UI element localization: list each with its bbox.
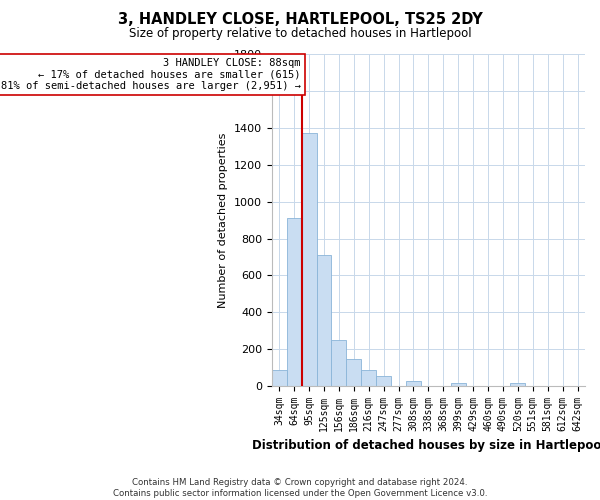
Bar [317,255,331,386]
Bar [346,360,361,386]
Text: Size of property relative to detached houses in Hartlepool: Size of property relative to detached ho… [128,28,472,40]
Text: 3, HANDLEY CLOSE, HARTLEPOOL, TS25 2DY: 3, HANDLEY CLOSE, HARTLEPOOL, TS25 2DY [118,12,482,28]
Bar [451,382,466,386]
Bar [287,218,302,386]
Bar [406,380,421,386]
Bar [376,376,391,386]
Bar [511,384,526,386]
Bar [361,370,376,386]
Bar [331,340,346,386]
Text: Contains HM Land Registry data © Crown copyright and database right 2024.
Contai: Contains HM Land Registry data © Crown c… [113,478,487,498]
X-axis label: Distribution of detached houses by size in Hartlepool: Distribution of detached houses by size … [252,440,600,452]
Bar [272,370,287,386]
Text: 3 HANDLEY CLOSE: 88sqm
← 17% of detached houses are smaller (615)
81% of semi-de: 3 HANDLEY CLOSE: 88sqm ← 17% of detached… [1,58,301,91]
Y-axis label: Number of detached properties: Number of detached properties [218,132,229,308]
Bar [302,134,317,386]
